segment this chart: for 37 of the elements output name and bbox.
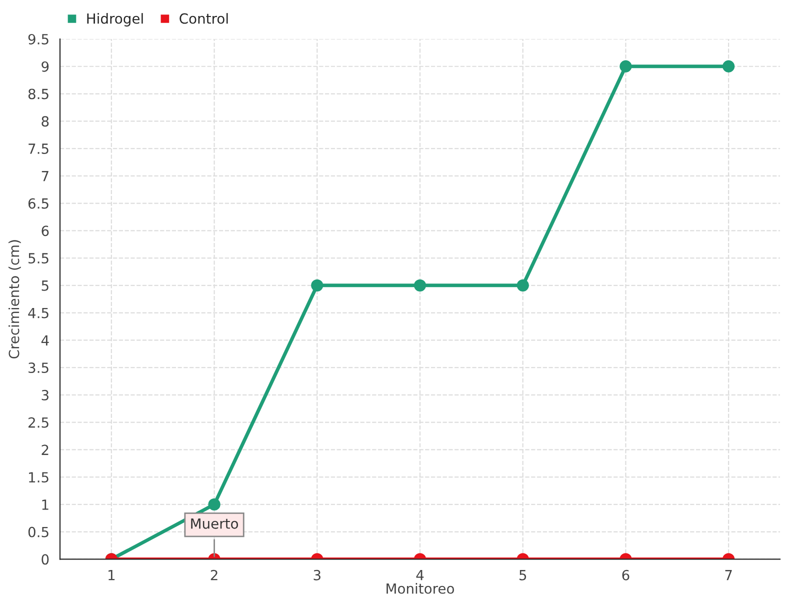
y-tick-label: 8 [42,116,49,127]
y-tick-label: 2.5 [28,417,48,428]
point [620,60,632,72]
y-tick-label: 1.5 [29,472,48,483]
point [516,279,529,292]
x-tick-label: 5 [520,570,526,580]
y-tick-label: 5 [42,280,48,291]
legend-label: Control [180,13,228,24]
y-tick-label: 0 [42,554,49,565]
x-tick-label: 4 [416,570,424,580]
y-tick-label: 7 [42,171,48,182]
x-tick-label: 3 [314,570,320,580]
y-tick-label: 6.5 [28,198,48,209]
x-axis-title: Monitoreo [386,583,454,594]
y-tick-label: 8.5 [28,88,48,100]
y-tick-label: 9.5 [28,34,48,44]
y-tick-label: 4 [41,335,49,346]
y-tick-label: 9 [42,61,49,72]
y-tick-label: 2 [42,444,48,455]
annotation: Muerto [191,518,238,529]
y-tick-label: 5.5 [28,253,48,264]
point [311,279,324,292]
y-tick-label: 1 [42,500,48,510]
y-tick-label: 6 [42,226,49,236]
y-tick-label: 3 [42,390,48,400]
y-tick-label: 0.5 [28,526,48,538]
x-tick-label: 2 [210,570,218,580]
y-tick-label: 7.5 [28,144,48,154]
y-axis-title: Crecimiento (cm) [8,240,21,358]
x-tick-label: 7 [725,570,732,580]
point [414,279,426,292]
y-tick-label: 4.5 [28,308,48,318]
y-tick-label: 3.5 [28,362,48,374]
point [722,60,735,72]
legend-label: Hidrogel [87,13,143,26]
x-tick-label: 6 [622,570,630,580]
x-tick-label: 1 [108,570,115,580]
